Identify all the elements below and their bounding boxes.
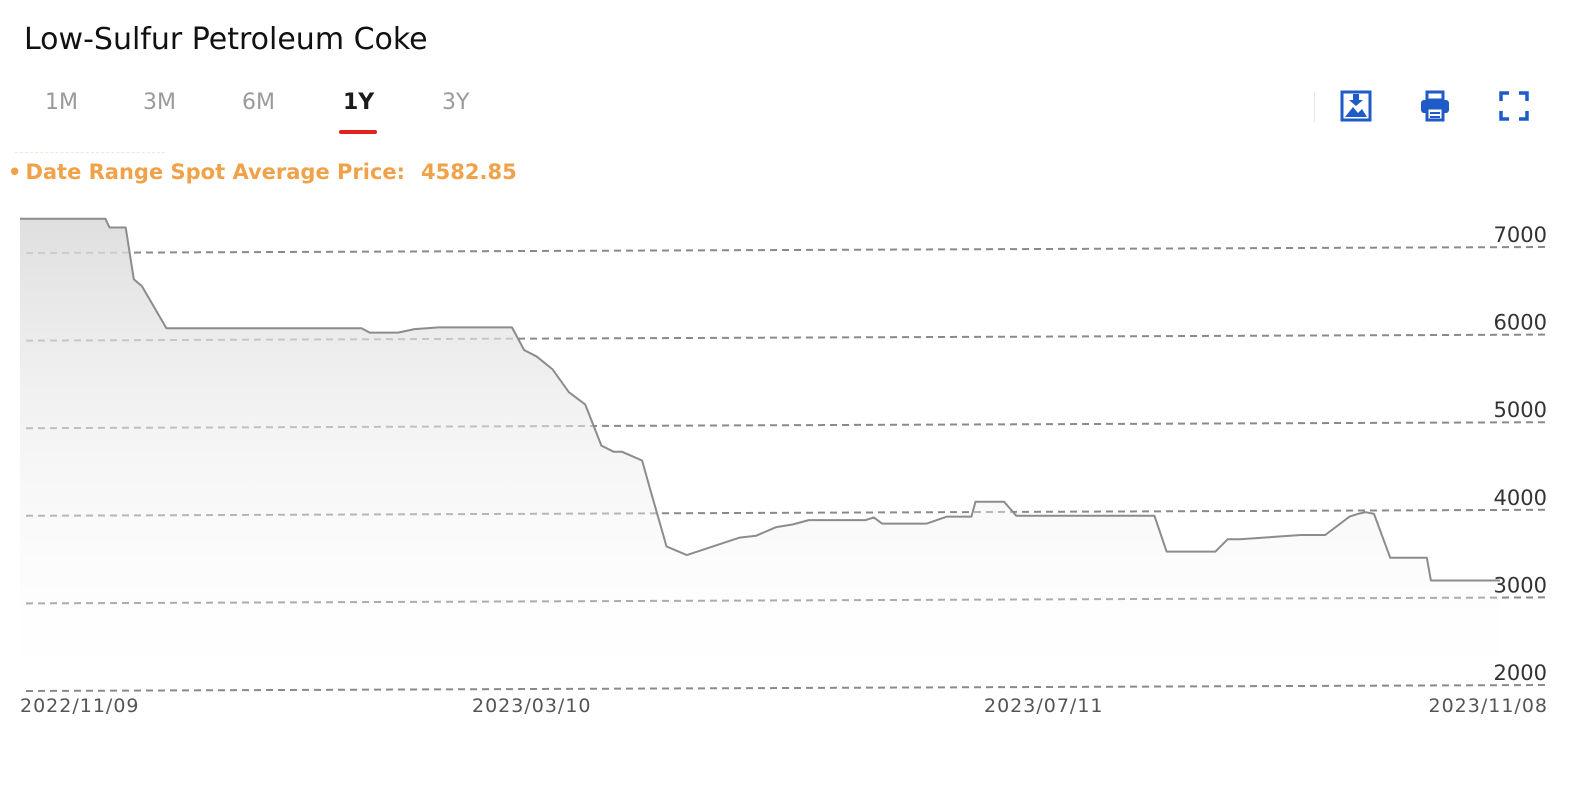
toolbar-divider [1314,92,1315,122]
series-line [20,217,1500,582]
tab-1y[interactable]: 1Y [343,90,375,115]
gridline [25,246,1547,254]
tab-1m[interactable]: 1M [45,90,78,115]
average-price-label: Date Range Spot Average Price: [25,160,406,184]
tab-3y[interactable]: 3Y [442,90,470,115]
price-area-chart: 7000 6000 5000 4000 3000 2000 2022/11/09 2023/… [20,217,1548,717]
y-tick-label: 5000 [1494,398,1547,422]
x-tick-label: 2023/07/11 [984,695,1104,717]
bullet-dot-icon: • [8,160,22,184]
y-tick-label: 2000 [1494,661,1547,685]
x-tick-label: 2022/11/09 [20,695,140,717]
average-price-value: 4582.85 [421,160,517,184]
x-tick-label: 2023/11/08 [1428,695,1548,717]
average-price-summary: • Date Range Spot Average Price: 4582.85 [8,160,517,184]
fullscreen-icon [1499,91,1529,121]
y-tick-label: 3000 [1494,573,1547,597]
fullscreen-button[interactable] [1496,88,1532,124]
download-image-button[interactable] [1338,88,1374,124]
active-tab-indicator [339,130,377,134]
series-area [20,218,1500,676]
gridline [25,684,1547,692]
y-tick-label: 7000 [1494,223,1547,247]
y-tick-label: 4000 [1494,486,1547,510]
chart-title: Low-Sulfur Petroleum Coke [24,22,428,57]
print-button[interactable] [1417,88,1453,124]
tab-3m[interactable]: 3M [143,90,176,115]
y-tick-label: 6000 [1494,311,1547,335]
range-tabs: 1M 3M 6M 1Y 3Y [0,88,520,138]
x-tick-label: 2023/03/10 [472,695,592,717]
download-image-icon [1340,90,1372,122]
decorative-separator [15,152,165,153]
print-icon [1421,90,1449,122]
tab-6m[interactable]: 6M [242,90,275,115]
